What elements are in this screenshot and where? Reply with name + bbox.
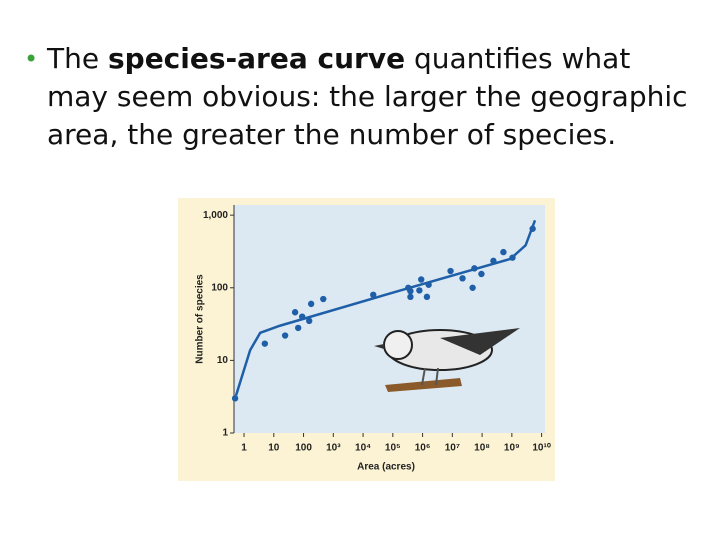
x-tick-label: 10⁸	[474, 443, 490, 454]
data-point	[307, 300, 315, 308]
data-point	[416, 287, 423, 294]
x-tick-label: 10¹⁰	[532, 443, 550, 454]
data-point	[509, 254, 516, 261]
bold-term: species-area curve	[107, 42, 406, 75]
y-tick-label: 10	[217, 355, 229, 366]
data-point	[370, 291, 377, 299]
data-point	[261, 340, 269, 347]
plot-area	[234, 205, 545, 433]
y-axis-label: Number of species	[195, 274, 206, 364]
data-point	[423, 293, 431, 301]
x-tick-label: 1	[241, 443, 247, 454]
x-tick-label: 10⁷	[445, 443, 460, 454]
data-point	[500, 248, 507, 256]
x-tick-label: 10⁵	[385, 443, 401, 454]
data-point	[407, 287, 414, 295]
data-point	[471, 265, 478, 272]
bullet-text: The species-area curve quantifies what m…	[47, 40, 697, 154]
data-point	[291, 309, 299, 316]
data-point	[490, 257, 497, 265]
data-point	[418, 276, 425, 283]
y-tick-label: 1	[222, 428, 228, 439]
text: The	[47, 42, 100, 75]
data-point	[459, 275, 466, 282]
data-point	[425, 281, 432, 288]
bird-illustration	[374, 328, 520, 392]
x-tick-label: 100	[295, 443, 312, 454]
x-tick-label: 10⁹	[504, 443, 520, 454]
data-point	[469, 284, 476, 291]
data-point	[447, 267, 454, 275]
data-point	[529, 225, 536, 232]
data-point	[407, 293, 414, 301]
text: quantifies what may seem obvious: the la…	[47, 42, 688, 151]
data-point	[281, 332, 289, 339]
x-tick-label: 10³	[326, 443, 341, 454]
data-point	[320, 295, 327, 303]
x-axis-label: Area (acres)	[357, 462, 415, 473]
bullet-dot: •	[24, 45, 39, 73]
data-point	[231, 395, 239, 402]
trend-curve	[234, 219, 537, 396]
x-tick-label: 10	[268, 443, 280, 454]
data-point	[478, 270, 485, 278]
data-point	[306, 317, 313, 325]
data-point	[294, 324, 302, 332]
y-tick-label: 1,000	[203, 210, 228, 221]
data-point	[298, 313, 306, 320]
y-tick-label: 100	[211, 282, 228, 293]
x-tick-label: 10⁶	[415, 443, 431, 454]
x-tick-label: 10⁴	[355, 443, 371, 454]
